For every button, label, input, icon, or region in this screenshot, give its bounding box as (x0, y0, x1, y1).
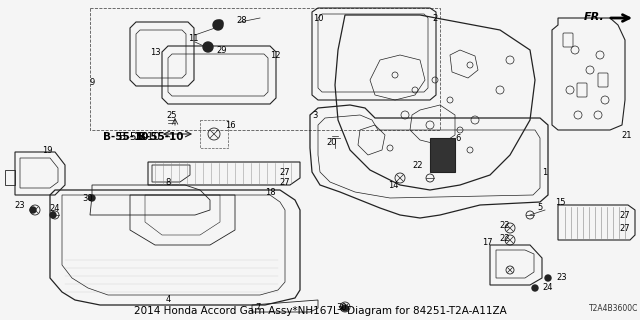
Text: 2: 2 (433, 13, 438, 22)
Text: 8: 8 (165, 178, 171, 187)
Text: 28: 28 (237, 15, 247, 25)
Circle shape (217, 20, 223, 26)
Polygon shape (430, 138, 455, 172)
Text: 2014 Honda Accord Garn Assy*NH167L* Diagram for 84251-T2A-A11ZA: 2014 Honda Accord Garn Assy*NH167L* Diag… (134, 306, 506, 316)
Text: B-55-10: B-55-10 (120, 132, 161, 142)
Text: 30: 30 (83, 194, 93, 203)
Circle shape (89, 195, 95, 201)
Text: 24: 24 (543, 284, 553, 292)
Text: 14: 14 (388, 180, 398, 189)
Circle shape (30, 207, 36, 213)
Text: 15: 15 (555, 197, 565, 206)
Circle shape (213, 20, 223, 30)
Text: 18: 18 (265, 188, 275, 196)
Text: 5: 5 (538, 203, 543, 212)
Text: 27: 27 (280, 167, 291, 177)
Text: 29: 29 (217, 45, 227, 54)
Text: 22: 22 (413, 161, 423, 170)
Text: 27: 27 (280, 178, 291, 187)
Text: 22: 22 (500, 234, 510, 243)
Text: 21: 21 (621, 131, 632, 140)
Text: 27: 27 (620, 223, 630, 233)
Circle shape (205, 44, 211, 50)
Text: 20: 20 (327, 138, 337, 147)
Text: 24: 24 (50, 204, 60, 212)
Text: B-55-10: B-55-10 (138, 132, 184, 142)
Text: 10: 10 (313, 13, 323, 22)
Text: 7: 7 (255, 303, 260, 313)
Text: 11: 11 (188, 34, 198, 43)
Text: FR.: FR. (584, 12, 605, 22)
Text: 12: 12 (269, 51, 280, 60)
Circle shape (203, 42, 213, 52)
Text: 4: 4 (165, 295, 171, 305)
Text: 13: 13 (150, 47, 160, 57)
Text: 30: 30 (337, 303, 348, 313)
Text: 3: 3 (312, 110, 317, 119)
Text: 19: 19 (42, 146, 52, 155)
Text: 25: 25 (167, 110, 177, 119)
Text: B-55-10: B-55-10 (103, 132, 148, 142)
Text: 17: 17 (482, 237, 492, 246)
Text: 16: 16 (225, 121, 236, 130)
Circle shape (342, 305, 348, 311)
Text: 9: 9 (90, 77, 95, 86)
Circle shape (545, 275, 551, 281)
Text: 6: 6 (455, 133, 461, 142)
Text: 1: 1 (542, 167, 548, 177)
Text: 27: 27 (620, 211, 630, 220)
Text: 23: 23 (15, 201, 26, 210)
Circle shape (50, 212, 56, 218)
Text: 23: 23 (557, 274, 567, 283)
Text: T2A4B3600C: T2A4B3600C (589, 304, 638, 313)
Circle shape (532, 285, 538, 291)
Text: 22: 22 (500, 220, 510, 229)
